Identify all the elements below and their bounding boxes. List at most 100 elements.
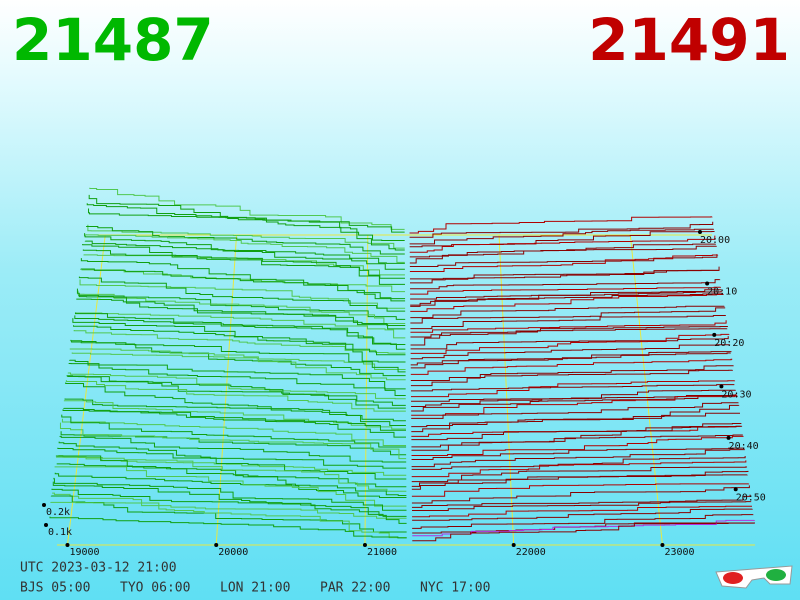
ask-depth-line	[410, 279, 721, 290]
bid-depth-line	[66, 375, 406, 409]
time-label: 20:10	[707, 286, 737, 297]
time-tick-dot	[733, 487, 738, 492]
grid-line	[364, 234, 369, 546]
bid-price: 21487	[12, 6, 214, 74]
bid-depth-line	[56, 456, 407, 492]
ask-depth-line	[409, 243, 717, 258]
ask-depth-line	[411, 483, 750, 497]
time-tick-dot	[712, 332, 717, 337]
zone-time: PAR 22:00	[320, 581, 390, 596]
bid-depth-line	[86, 203, 405, 251]
depth-plot	[49, 187, 755, 546]
time-tick-dot	[705, 281, 710, 286]
ask-depth-line	[410, 307, 726, 324]
ask-depth-line	[410, 380, 736, 398]
bid-depth-line	[86, 226, 405, 255]
bid-depth-line	[60, 431, 407, 456]
ask-depth-line	[410, 292, 724, 307]
ask-depth-line	[410, 328, 728, 338]
bid-depth-line	[59, 422, 407, 460]
bid-depth-line	[84, 240, 405, 264]
bid-depth-line	[52, 481, 407, 517]
grid-line	[215, 234, 238, 546]
bid-depth-line	[55, 455, 407, 496]
ask-depth-line	[410, 320, 727, 333]
zone-time: BJS 05:00	[20, 581, 90, 596]
ask-depth-line	[410, 333, 730, 354]
grid-line	[629, 234, 663, 546]
ask-depth-line	[411, 395, 738, 416]
ask-depth-line	[411, 402, 739, 419]
ask-depth-line	[409, 254, 719, 273]
price-tick-dot	[660, 543, 665, 547]
bid-depth-line	[76, 288, 406, 326]
bid-depth-line	[63, 407, 406, 431]
price-label: 21000	[367, 547, 397, 558]
bid-depth-line	[50, 501, 407, 539]
ask-depth-line	[412, 519, 755, 537]
price-tick-dot	[65, 543, 70, 547]
ask-depth-line	[409, 235, 716, 253]
ask-depth-line	[409, 228, 714, 245]
bid-depth-line	[62, 409, 407, 438]
bid-depth-line	[72, 318, 406, 363]
bid-depth-line	[75, 312, 406, 339]
time-label: 20:20	[714, 338, 744, 349]
grid-line	[498, 234, 515, 546]
ask-depth-line	[410, 369, 733, 381]
ask-depth-line	[410, 351, 732, 369]
ask-depth-line	[411, 470, 749, 490]
ask-depth-line	[411, 466, 748, 483]
ask-depth-line	[411, 460, 747, 478]
volume-tick-dot	[44, 523, 48, 527]
bid-depth-line	[71, 352, 406, 371]
ask-depth-line	[410, 384, 735, 392]
bid-depth-line	[79, 279, 406, 309]
ask-depth-line	[410, 305, 725, 319]
ask-depth-line	[411, 412, 740, 433]
bid-depth-line	[52, 492, 407, 519]
bid-depth-line	[67, 376, 406, 406]
bid-depth-line	[63, 400, 406, 430]
ask-depth-line	[410, 336, 729, 350]
ask-depth-line	[412, 514, 754, 529]
bid-depth-line	[70, 339, 406, 377]
bid-depth-line	[65, 380, 406, 412]
zone-time: LON 21:00	[220, 581, 290, 596]
ask-depth-line	[410, 294, 724, 312]
price-label: 19000	[69, 547, 99, 558]
bid-depth-line	[88, 208, 405, 242]
bid-depth-line	[58, 441, 407, 469]
ask-depth-line	[411, 393, 737, 408]
bid-depth-line	[73, 329, 406, 354]
bid-depth-line	[74, 312, 406, 346]
bid-depth-line	[71, 340, 406, 373]
ask-depth-line	[410, 325, 729, 346]
ask-depth-line	[409, 266, 720, 284]
green-lens	[766, 569, 786, 581]
ask-depth-line	[409, 221, 714, 238]
time-label: 20:00	[700, 235, 730, 246]
price-label: 23000	[664, 547, 694, 558]
bid-depth-line	[80, 258, 406, 300]
bid-depth-line	[87, 224, 405, 249]
bid-depth-line	[82, 244, 405, 285]
price-tick-dot	[214, 543, 219, 547]
bid-depth-line	[64, 398, 406, 426]
ask-depth-line	[411, 449, 745, 468]
bid-depth-line	[57, 447, 407, 480]
ask-depth-line	[410, 344, 731, 360]
bid-depth-line	[51, 488, 407, 524]
ask-price: 21491	[588, 6, 790, 74]
ask-depth-line	[411, 474, 748, 487]
volume-label: 0.2k	[46, 507, 70, 518]
ask-depth-line	[411, 434, 743, 451]
bid-depth-line	[85, 234, 405, 263]
bid-depth-line	[54, 472, 407, 499]
time-label: 20:50	[736, 492, 766, 503]
bid-depth-line	[59, 435, 407, 463]
ask-depth-line	[410, 291, 723, 306]
bid-depth-line	[61, 418, 407, 447]
3d-glasses[interactable]	[715, 565, 793, 589]
ask-depth-line	[411, 389, 736, 402]
